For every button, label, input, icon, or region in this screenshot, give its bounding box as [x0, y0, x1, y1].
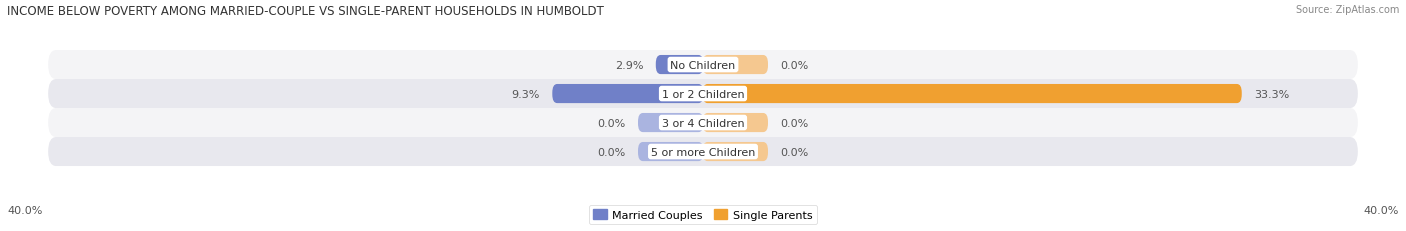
Text: 0.0%: 0.0% — [598, 118, 626, 128]
Text: 40.0%: 40.0% — [1364, 205, 1399, 215]
Text: 5 or more Children: 5 or more Children — [651, 147, 755, 157]
Text: 0.0%: 0.0% — [780, 147, 808, 157]
Text: 0.0%: 0.0% — [780, 118, 808, 128]
Legend: Married Couples, Single Parents: Married Couples, Single Parents — [589, 205, 817, 224]
Text: 9.3%: 9.3% — [512, 89, 540, 99]
FancyBboxPatch shape — [703, 142, 768, 161]
FancyBboxPatch shape — [48, 109, 1358, 137]
FancyBboxPatch shape — [703, 113, 768, 133]
Text: No Children: No Children — [671, 60, 735, 70]
Text: 2.9%: 2.9% — [614, 60, 643, 70]
Text: 0.0%: 0.0% — [780, 60, 808, 70]
Text: 0.0%: 0.0% — [598, 147, 626, 157]
FancyBboxPatch shape — [703, 85, 1241, 104]
Text: 1 or 2 Children: 1 or 2 Children — [662, 89, 744, 99]
Text: 33.3%: 33.3% — [1254, 89, 1289, 99]
FancyBboxPatch shape — [553, 85, 703, 104]
FancyBboxPatch shape — [638, 113, 703, 133]
Text: 3 or 4 Children: 3 or 4 Children — [662, 118, 744, 128]
Text: INCOME BELOW POVERTY AMONG MARRIED-COUPLE VS SINGLE-PARENT HOUSEHOLDS IN HUMBOLD: INCOME BELOW POVERTY AMONG MARRIED-COUPL… — [7, 5, 605, 18]
FancyBboxPatch shape — [655, 56, 703, 75]
FancyBboxPatch shape — [48, 80, 1358, 109]
Text: Source: ZipAtlas.com: Source: ZipAtlas.com — [1295, 5, 1399, 15]
FancyBboxPatch shape — [48, 137, 1358, 166]
FancyBboxPatch shape — [48, 51, 1358, 80]
FancyBboxPatch shape — [638, 142, 703, 161]
Text: 40.0%: 40.0% — [7, 205, 42, 215]
FancyBboxPatch shape — [703, 56, 768, 75]
